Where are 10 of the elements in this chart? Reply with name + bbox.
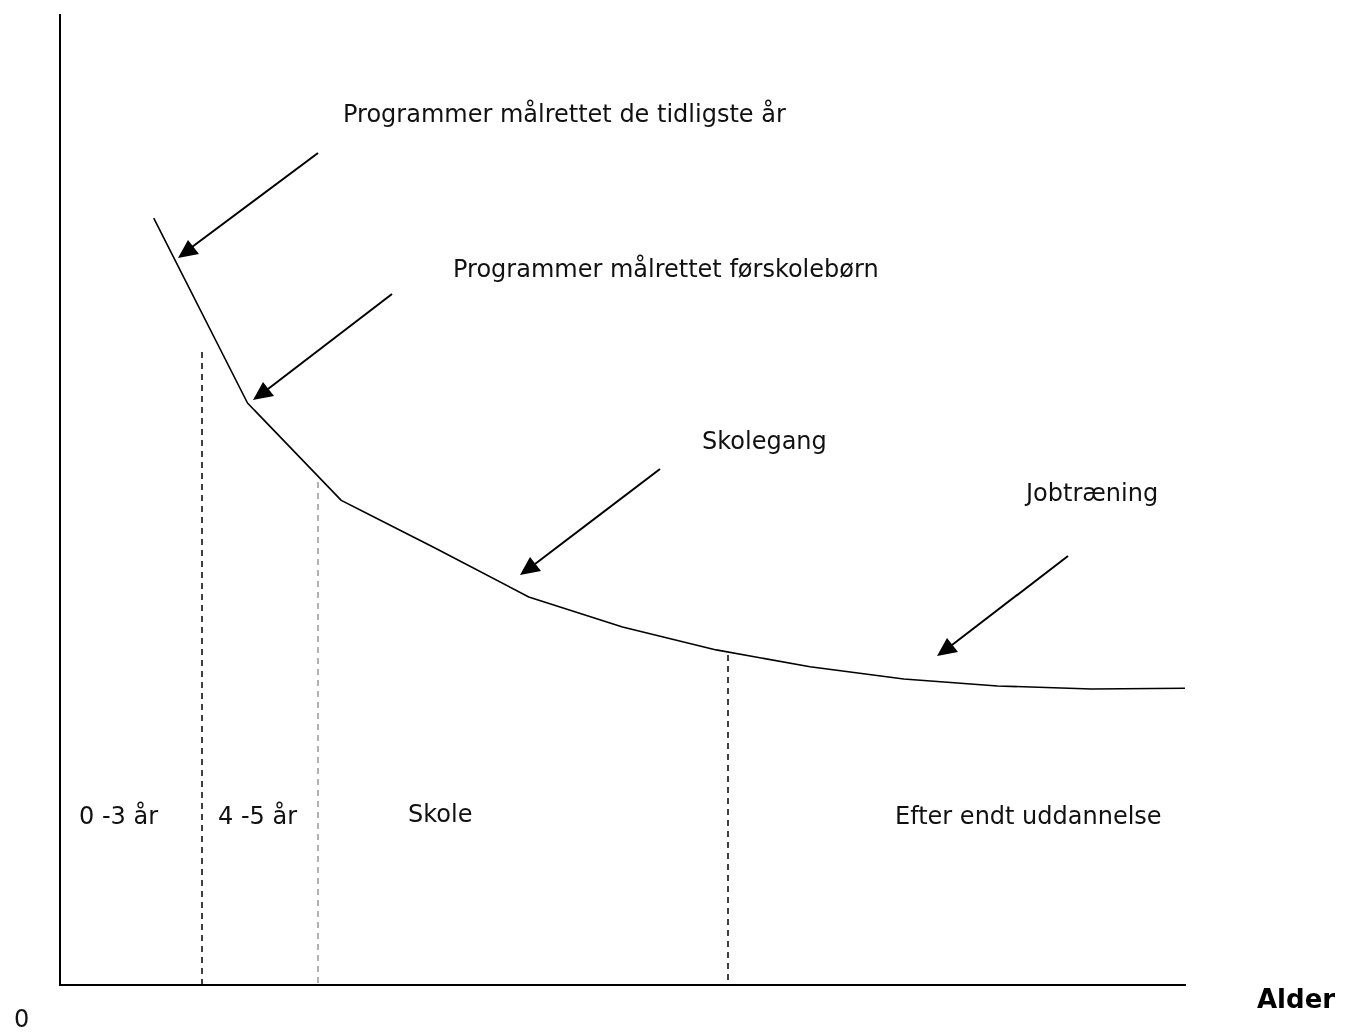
annotation: Efter endt uddannelse [895,802,1162,830]
annotation: Jobtræning [1026,479,1159,507]
annotation: 4 -5 år [218,802,298,830]
text: 0 [14,1005,30,1033]
annotation: Skolegang [702,427,827,455]
text: Programmer målrettet de tidligste år [343,100,786,128]
annotation: Skole [408,800,473,828]
annotation: 0 -3 år [79,802,159,830]
x-axis-title: Alder [1257,984,1336,1014]
annotation: Programmer målrettet førskolebørn [453,255,879,283]
